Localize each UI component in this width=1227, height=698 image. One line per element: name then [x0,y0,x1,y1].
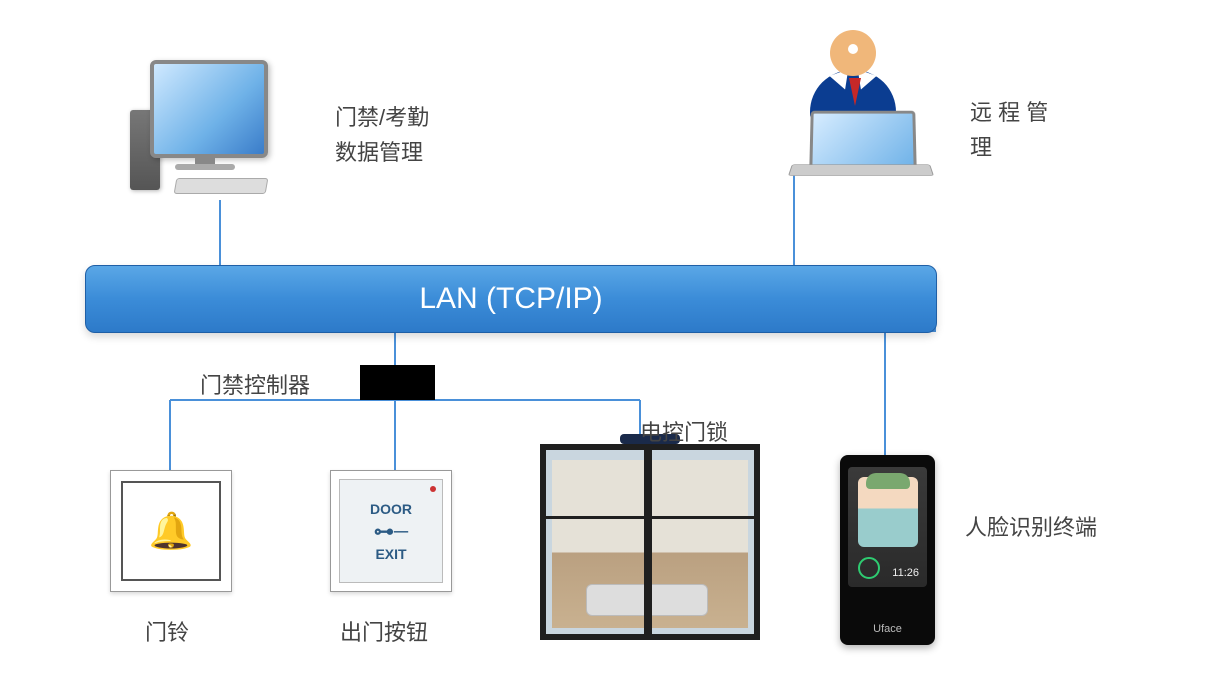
label-exit-button: 出门按钮 [340,615,428,647]
label-doorbell: 门铃 [145,615,189,647]
face-terminal-time: 11:26 [892,567,919,579]
node-data-management-pc [130,60,290,200]
exit-button-line1: DOOR [370,501,412,517]
node-electric-door-lock [540,440,760,640]
node-access-controller [360,365,435,400]
label-remote-admin: 远 程 管 理 [970,95,1048,165]
label-data-management-pc: 门禁/考勤 数据管理 [335,100,429,170]
lan-bus-label: LAN (TCP/IP) [419,282,602,316]
label-face-recognition-terminal: 人脸识别终端 [965,510,1097,542]
node-face-recognition-terminal: 11:26 Uface [840,455,935,645]
face-terminal-brand: Uface [840,623,935,635]
exit-button-line2: EXIT [375,546,406,562]
node-remote-admin [770,30,940,180]
label-access-controller: 门禁控制器 [200,368,310,400]
label-electric-door-lock: 电控门锁 [640,415,728,447]
key-icon: ⊶─ [374,519,408,544]
node-doorbell: 🔔 [110,470,232,592]
node-exit-button: DOOR ⊶─ EXIT [330,470,452,592]
bell-icon: 🔔 [149,510,194,552]
lan-bus: LAN (TCP/IP) [85,265,937,333]
